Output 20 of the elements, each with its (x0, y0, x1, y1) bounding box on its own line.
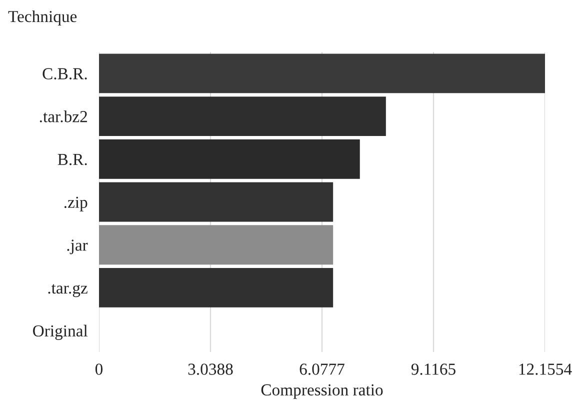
y-tick-label: .zip (64, 196, 88, 212)
y-axis-title: Technique (8, 10, 77, 26)
y-tick-label: .tar.bz2 (40, 110, 87, 122)
y-tick-label: B.R. (58, 154, 87, 166)
y-tick-label: C.B.R. (42, 68, 87, 80)
bar (99, 139, 360, 179)
bar (99, 268, 334, 308)
x-tick-label: 6.0777 (300, 364, 344, 375)
x-axis-title: Compression ratio (261, 384, 383, 399)
x-tick-label: 9.1165 (411, 364, 456, 375)
x-tick-label: 3.0388 (188, 364, 233, 375)
y-tick-label: Original (33, 324, 88, 340)
y-tick-label: .jar (67, 240, 88, 254)
bar (99, 182, 334, 222)
y-tick-label: .tar.gz (48, 284, 88, 298)
bar (99, 54, 545, 94)
x-tick-label: 12.1554 (519, 364, 572, 375)
x-tick-label: 0 (95, 364, 103, 375)
bar (99, 96, 386, 136)
bar (99, 225, 334, 265)
